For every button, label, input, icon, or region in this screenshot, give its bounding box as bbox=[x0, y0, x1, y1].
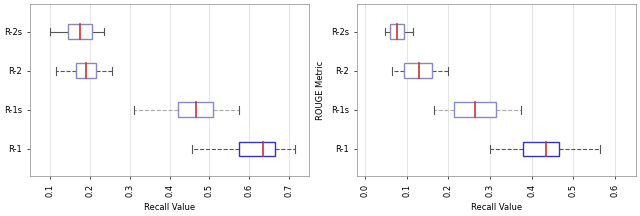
FancyBboxPatch shape bbox=[404, 63, 431, 78]
FancyBboxPatch shape bbox=[524, 141, 559, 156]
X-axis label: Recall Value: Recall Value bbox=[144, 203, 195, 212]
FancyBboxPatch shape bbox=[390, 24, 404, 39]
FancyBboxPatch shape bbox=[68, 24, 92, 39]
FancyBboxPatch shape bbox=[239, 141, 275, 156]
Y-axis label: ROUGE Metric: ROUGE Metric bbox=[316, 61, 325, 120]
FancyBboxPatch shape bbox=[177, 102, 214, 117]
FancyBboxPatch shape bbox=[76, 63, 96, 78]
X-axis label: Recall Value: Recall Value bbox=[470, 203, 522, 212]
FancyBboxPatch shape bbox=[454, 102, 496, 117]
